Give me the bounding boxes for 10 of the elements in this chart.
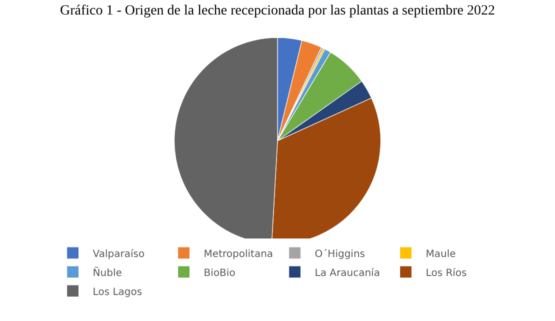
legend-label: La Araucanía bbox=[314, 268, 380, 279]
legend-label: Valparaíso bbox=[92, 248, 145, 260]
legend-label: Maule bbox=[426, 248, 456, 260]
legend-label: BioBio bbox=[204, 268, 236, 279]
chart-title: Gráfico 1 - Origen de la leche recepcionada por las plantas a septiembre 2022 bbox=[60, 4, 495, 19]
legend-label: Ñuble bbox=[92, 266, 122, 279]
legend-label: Metropolitana bbox=[204, 248, 274, 260]
legend-label: Los Ríos bbox=[426, 268, 467, 279]
legend-label: O´Higgins bbox=[314, 248, 366, 260]
legend-label: Los Lagos bbox=[92, 286, 142, 298]
